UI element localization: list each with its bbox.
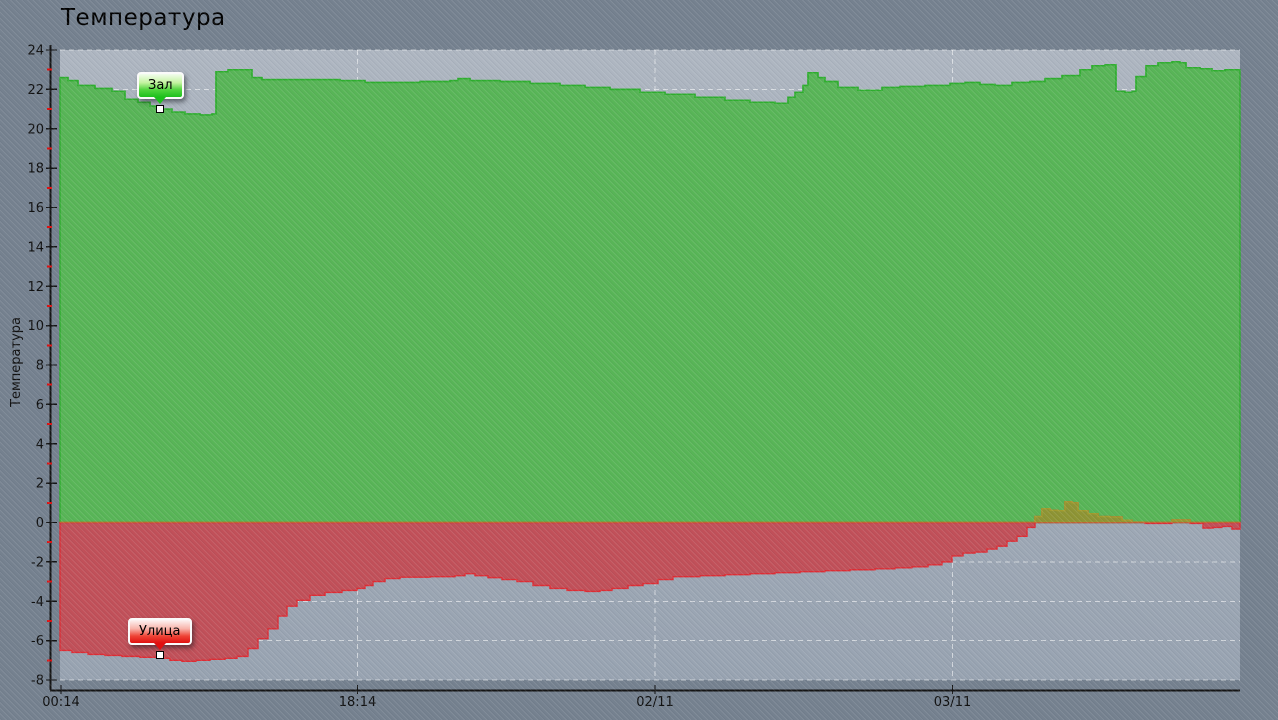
x-tick-label: 02/11 (636, 695, 673, 710)
x-tick-label: 00:14 (42, 695, 79, 710)
series-marker-ulitsa (156, 651, 164, 659)
y-tick-label: 0 (36, 516, 44, 531)
y-tick-label: 8 (36, 359, 44, 374)
y-tick-label: -2 (31, 555, 44, 570)
series-badge-zal-label: Зал (148, 78, 173, 93)
y-tick-label: 14 (27, 240, 44, 255)
series-badge-zal: Зал (137, 72, 184, 104)
chart-title: Температура (61, 5, 226, 31)
y-tick-label: 20 (27, 122, 44, 137)
y-tick-label: 24 (27, 44, 44, 59)
y-tick-label: 2 (36, 477, 44, 492)
y-tick-label: 18 (27, 162, 44, 177)
y-axis-title: Температура (9, 317, 24, 408)
y-tick-label: -4 (31, 595, 44, 610)
y-tick-label: 22 (27, 83, 44, 98)
y-tick-label: -6 (31, 634, 44, 649)
y-tick-label: -8 (31, 674, 44, 689)
x-tick-label: 18:14 (339, 695, 376, 710)
series-badge-ulitsa-label: Улица (139, 624, 181, 639)
x-tick-label: 03/11 (934, 695, 971, 710)
series-badge-ulitsa: Улица (128, 618, 192, 650)
y-tick-label: 12 (27, 280, 44, 295)
series-zal-area (59, 61, 1241, 524)
series-overlap-area (60, 501, 1240, 523)
y-tick-label: 16 (27, 201, 44, 216)
y-tick-label: 4 (36, 437, 44, 452)
series-zal-line (60, 61, 1240, 116)
y-tick-label: 6 (36, 398, 44, 413)
series-marker-zal (156, 105, 164, 114)
y-tick-label: 10 (27, 319, 44, 334)
